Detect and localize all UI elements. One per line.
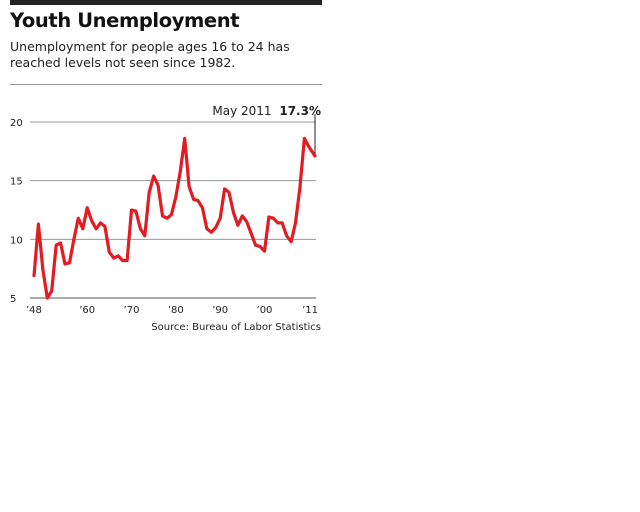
x-tick-label: ’11 (302, 305, 318, 316)
x-tick-label: ’90 (212, 305, 228, 316)
annotation-value: 17.3% (279, 104, 321, 118)
y-tick-label: 10 (10, 235, 23, 246)
annotation-label: May 2011 17.3% (212, 104, 321, 118)
title-bar (10, 0, 322, 5)
gridlines (30, 121, 316, 299)
chart-title: Youth Unemployment (10, 9, 240, 32)
x-tick-label: ’48 (26, 305, 42, 316)
annotation-date: May 2011 (212, 104, 271, 118)
header-divider (10, 84, 322, 85)
x-tick-label: ’00 (257, 305, 273, 316)
chart-subtitle: Unemployment for people ages 16 to 24 ha… (10, 39, 290, 70)
y-tick-label: 5 (10, 294, 16, 305)
x-tick-label: ’80 (168, 305, 184, 316)
source-note: Source: Bureau of Labor Statistics (151, 322, 321, 333)
series-line (32, 136, 317, 300)
y-axis-labels: 5 10 15 20 (10, 118, 23, 305)
x-tick-label: ’70 (124, 305, 140, 316)
y-tick-label: 20 (10, 118, 23, 129)
x-tick-label: ’60 (79, 305, 95, 316)
x-axis-labels: ’48 ’60 ’70 ’80 ’90 ’00 ’11 (26, 305, 318, 316)
line-chart: 5 10 15 20 ’48 ’60 ’70 ’80 ’90 ’00 ’11 May 2011 1… (10, 104, 321, 316)
y-tick-label: 15 (10, 177, 23, 188)
